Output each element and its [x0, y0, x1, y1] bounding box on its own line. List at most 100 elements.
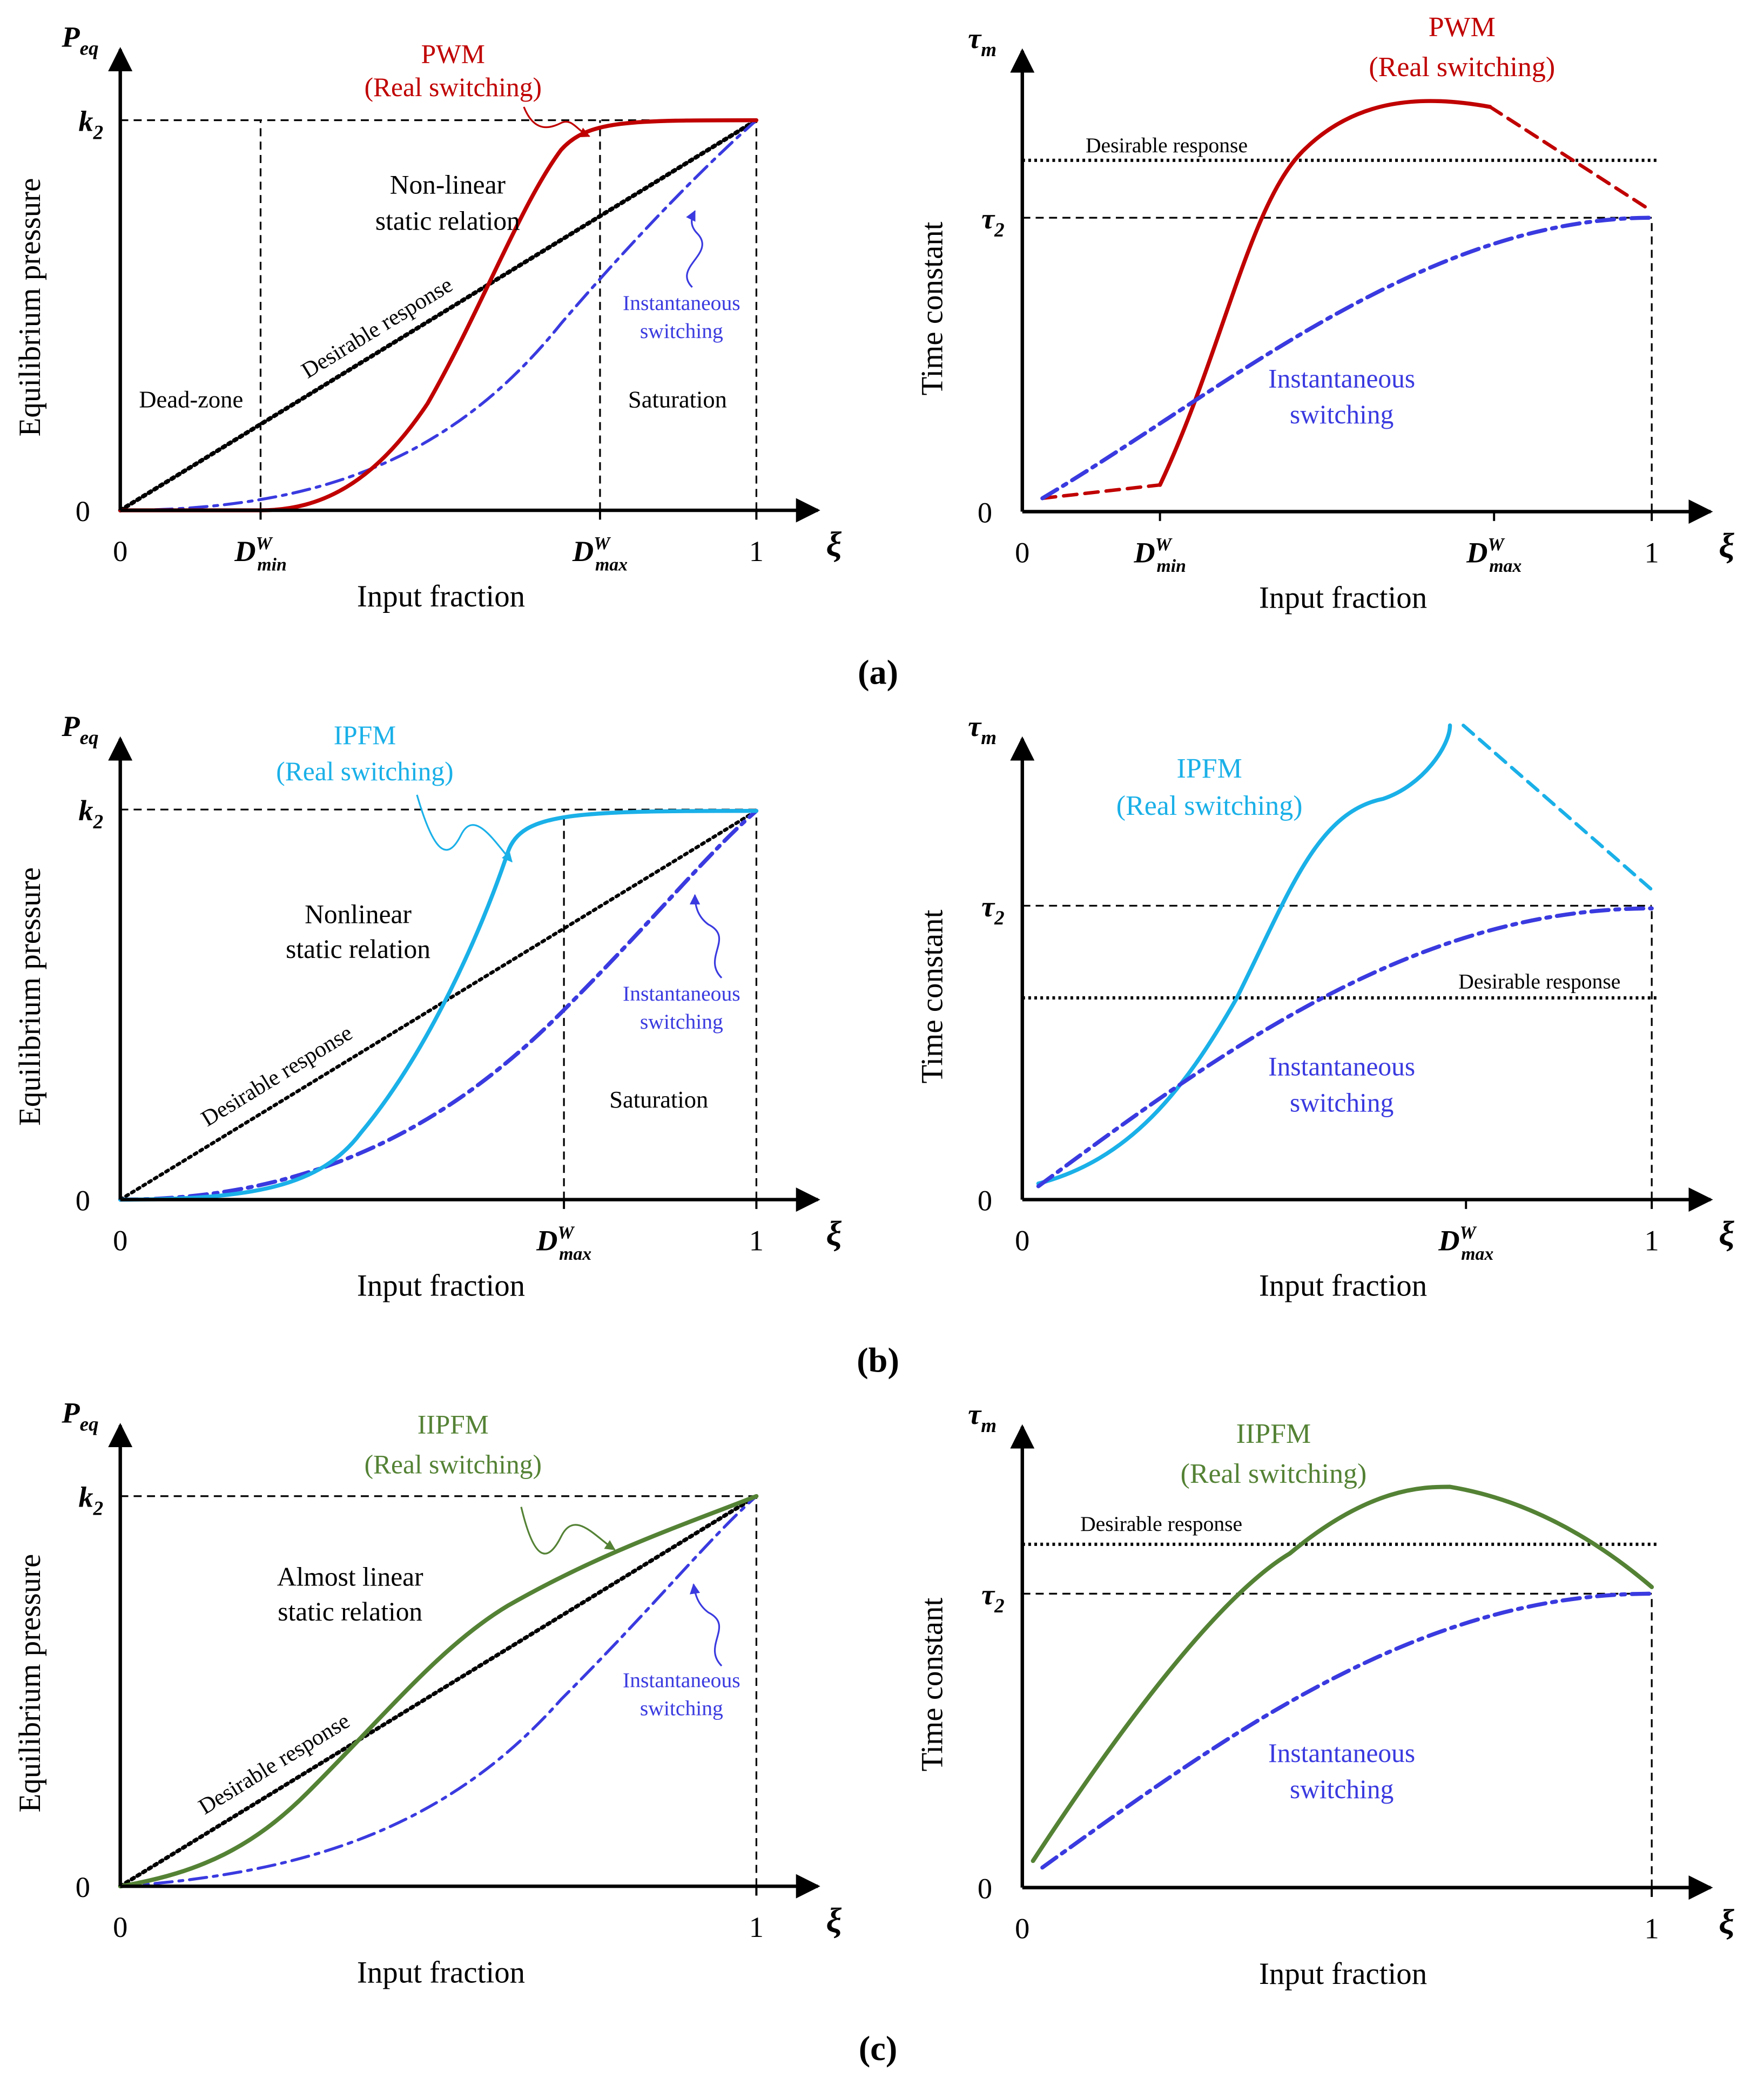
- pointer-arrow: [690, 1583, 723, 1667]
- symbol-sub: m: [981, 39, 997, 61]
- x-tick-label: 1: [1645, 1225, 1659, 1257]
- pointer-arrow: [523, 106, 590, 138]
- x-tick-label: 1: [1645, 537, 1659, 569]
- annotation: (Real switching): [365, 1450, 542, 1480]
- x-tick-label: 0: [1015, 537, 1029, 569]
- x-axis-label: Input fraction: [1259, 1269, 1427, 1303]
- panel-label: (b): [857, 1341, 899, 1380]
- annotation: static relation: [375, 206, 520, 236]
- annotation: IIPFM: [418, 1410, 489, 1440]
- annotation: switching: [640, 319, 723, 343]
- annotation: Desirable response: [197, 1021, 357, 1132]
- x-axis-label: Input fraction: [357, 579, 525, 613]
- symbol-base: D: [536, 1225, 557, 1257]
- x-symbol: ξ: [1719, 1902, 1734, 1941]
- symbol-base: τ: [981, 1578, 995, 1611]
- curves: [118, 118, 759, 512]
- symbol-sub: 2: [994, 907, 1005, 929]
- x-tick-label: DW max: [536, 1223, 591, 1264]
- y-tick-label: τ2: [981, 1578, 1005, 1617]
- x-axis-label: Input fraction: [357, 1955, 525, 1989]
- x-symbol: ξ: [1719, 526, 1734, 565]
- x-tick-label: DW min: [1133, 535, 1186, 576]
- y-tick-label: 0: [76, 1871, 90, 1903]
- annotation: switching: [640, 1697, 723, 1720]
- symbol-base: D: [234, 535, 255, 568]
- y-axis-label: Equilibrium pressure: [13, 178, 47, 437]
- desirable-line: [118, 1494, 759, 1888]
- y-tick-label: τ2: [981, 202, 1005, 241]
- annotation: Saturation: [628, 386, 727, 413]
- curves: [118, 808, 759, 1202]
- y-axis-label: Equilibrium pressure: [13, 1554, 47, 1813]
- annotation: switching: [1290, 1774, 1393, 1804]
- panel-label: (c): [859, 2029, 897, 2068]
- real-switching-dashed: [1488, 105, 1654, 213]
- instantaneous-curve: [118, 118, 758, 512]
- pointer-arrow: [686, 210, 703, 288]
- annotation: (Real switching): [1116, 791, 1303, 821]
- annotation: switching: [1290, 400, 1393, 429]
- y-tick-label: 0: [978, 1872, 992, 1905]
- y-tick-label: 0: [978, 1184, 992, 1217]
- annotation: Dead-zone: [139, 386, 243, 413]
- x-tick-label: 0: [113, 1911, 127, 1943]
- y-symbol: Peq: [61, 21, 98, 60]
- symbol-base: D: [1466, 537, 1487, 569]
- symbol-sub: 2: [93, 811, 104, 833]
- symbol-sub: min: [257, 555, 286, 575]
- desirable-line: [118, 809, 758, 1201]
- symbol-sub: max: [595, 555, 628, 575]
- x-tick-label: 0: [113, 535, 127, 568]
- symbol-sup: W: [1487, 535, 1505, 555]
- x-symbol: ξ: [826, 525, 841, 563]
- real-switching-curve: [118, 808, 759, 1202]
- x-tick-label: DW max: [572, 534, 628, 575]
- symbol-base: P: [61, 21, 80, 53]
- instantaneous-curve: [1040, 215, 1654, 501]
- annotation: Desirable response: [1080, 1512, 1242, 1536]
- y-tick-label: k2: [78, 1481, 103, 1520]
- x-tick-label: 0: [1015, 1913, 1029, 1945]
- symbol-base: τ: [968, 22, 982, 55]
- y-tick-label: 0: [76, 495, 90, 528]
- symbol-base: D: [1438, 1225, 1459, 1257]
- x-axis-label: Input fraction: [1259, 1957, 1427, 1991]
- symbol-base: D: [572, 535, 594, 568]
- annotation: (Real switching): [276, 757, 453, 786]
- symbol-base: τ: [968, 710, 982, 742]
- annotation: switching: [1290, 1088, 1393, 1117]
- desirable-line: [118, 118, 759, 512]
- y-tick-label: 0: [76, 1184, 90, 1217]
- annotation: static relation: [278, 1597, 422, 1626]
- symbol-base: k: [78, 1481, 93, 1514]
- annotation: (Real switching): [365, 72, 542, 102]
- symbol-base: τ: [981, 202, 995, 235]
- symbol-sub: max: [559, 1244, 591, 1264]
- symbol-sub: eq: [80, 727, 99, 749]
- y-symbol: τm: [968, 1398, 997, 1437]
- real-switching-curve: [1031, 1484, 1654, 1863]
- panel-label: (a): [858, 653, 898, 692]
- symbol-sub: min: [1156, 556, 1186, 576]
- y-axis-label: Time constant: [915, 1597, 949, 1771]
- annotation: (Real switching): [1369, 52, 1555, 83]
- annotation: PWM: [1429, 12, 1496, 43]
- symbol-base: τ: [968, 1398, 982, 1430]
- pointer-arrow: [689, 894, 723, 979]
- annotation: Desirable response: [1086, 133, 1248, 157]
- symbol-sub: 2: [994, 1595, 1005, 1617]
- annotation: IPFM: [334, 720, 396, 750]
- x-tick-label: DW max: [1466, 535, 1521, 576]
- annotation: PWM: [421, 39, 485, 69]
- real-switching-curve: [118, 1494, 759, 1889]
- x-symbol: ξ: [826, 1214, 841, 1253]
- y-symbol: τm: [968, 710, 997, 749]
- symbol-sup: W: [1460, 1223, 1477, 1243]
- symbol-base: k: [78, 105, 93, 137]
- symbol-sup: W: [256, 534, 273, 553]
- annotation: Instantaneous: [1268, 363, 1415, 393]
- annotation: Desirable response: [1458, 970, 1620, 994]
- curves: [1040, 99, 1654, 501]
